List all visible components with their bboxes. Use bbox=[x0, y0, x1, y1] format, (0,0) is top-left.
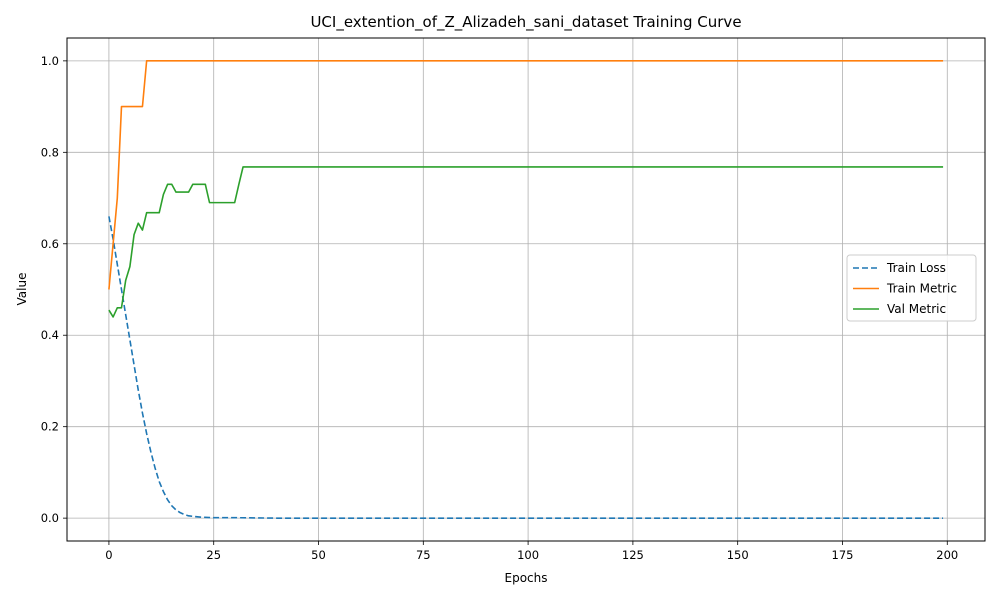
x-axis-label: Epochs bbox=[505, 571, 548, 585]
legend-box bbox=[846, 254, 977, 322]
series-line-train-metric bbox=[108, 60, 944, 290]
legend: Train Loss Train Metric Val Metric bbox=[846, 254, 977, 322]
chart-title: UCI_extention_of_Z_Alizadeh_sani_dataset… bbox=[310, 13, 741, 32]
y-tick-label: 0.4 bbox=[41, 328, 59, 342]
plot-frame bbox=[66, 37, 986, 542]
legend-label: Train Metric bbox=[886, 282, 957, 296]
x-tick-label: 75 bbox=[416, 548, 431, 562]
x-tick-label: 175 bbox=[832, 548, 854, 562]
y-tick-label: 0.0 bbox=[41, 511, 59, 525]
x-tick-label: 150 bbox=[727, 548, 749, 562]
x-tick-label: 200 bbox=[936, 548, 958, 562]
series-line-train-loss bbox=[108, 216, 944, 519]
y-tick-label: 0.2 bbox=[41, 420, 59, 434]
legend-label: Val Metric bbox=[887, 302, 946, 316]
y-axis-label: Value bbox=[15, 273, 29, 306]
series-line-val-metric bbox=[108, 166, 944, 318]
ticks: 0 25 50 75 100 125 150 175 200 0.0 0.2 0.4 0.6 0.8 1.0 bbox=[41, 54, 959, 562]
legend-label: Train Loss bbox=[886, 261, 946, 275]
y-tick-label: 1.0 bbox=[41, 54, 59, 68]
y-tick-label: 0.6 bbox=[41, 237, 59, 251]
x-tick-label: 125 bbox=[622, 548, 644, 562]
x-tick-label: 100 bbox=[517, 548, 539, 562]
x-tick-label: 25 bbox=[206, 548, 221, 562]
x-tick-label: 0 bbox=[105, 548, 112, 562]
series-layer bbox=[108, 60, 944, 519]
x-tick-label: 50 bbox=[311, 548, 326, 562]
y-tick-label: 0.8 bbox=[41, 145, 59, 159]
